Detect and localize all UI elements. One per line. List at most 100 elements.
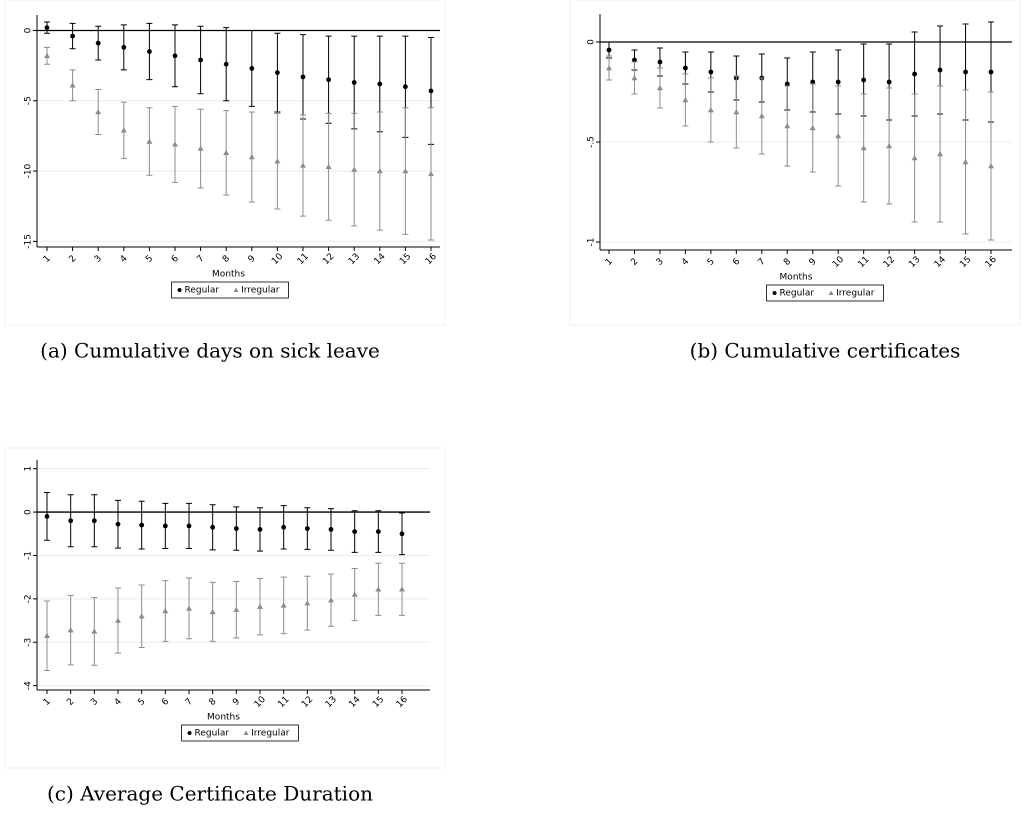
point xyxy=(810,79,816,85)
point xyxy=(988,69,994,75)
point xyxy=(657,59,663,65)
x-tick-label: 3 xyxy=(93,254,104,265)
point xyxy=(197,145,204,151)
legend-label: Irregular xyxy=(836,289,875,299)
point xyxy=(682,97,689,103)
point xyxy=(257,603,263,609)
x-tick-label: 6 xyxy=(170,254,181,265)
point xyxy=(375,586,382,592)
point xyxy=(758,113,765,119)
y-tick-label: -1 xyxy=(24,551,34,560)
legend-label: Irregular xyxy=(241,286,280,296)
x-tick-label: 5 xyxy=(136,697,147,708)
x-tick-label: 2 xyxy=(629,257,640,268)
point xyxy=(68,518,74,524)
point xyxy=(95,109,102,115)
legend: Regular Irregular xyxy=(181,724,299,742)
point xyxy=(399,531,405,537)
point xyxy=(402,168,409,174)
point xyxy=(44,632,50,638)
y-tick-label: -10 xyxy=(24,163,34,178)
point xyxy=(351,80,357,85)
x-tick-label: 6 xyxy=(731,257,742,268)
x-tick-label: 3 xyxy=(89,697,100,708)
point xyxy=(249,66,255,71)
y-tick-label: -5 xyxy=(24,96,34,105)
point xyxy=(233,526,239,531)
x-tick-label: 1 xyxy=(42,254,53,265)
x-tick-label: 8 xyxy=(221,254,232,265)
point xyxy=(708,69,714,75)
point xyxy=(115,521,121,527)
point xyxy=(606,47,612,53)
legend-marker xyxy=(772,291,777,295)
point xyxy=(186,523,192,529)
point xyxy=(162,523,168,529)
point xyxy=(304,600,311,606)
x-tick-label: 2 xyxy=(65,697,76,708)
x-tick-label: 7 xyxy=(184,697,195,708)
legend-box xyxy=(171,281,289,299)
legend-marker xyxy=(828,290,834,295)
point xyxy=(70,33,75,39)
y-tick-label: -4 xyxy=(24,681,34,690)
point xyxy=(257,527,263,532)
point xyxy=(233,606,240,612)
x-tick-label: 4 xyxy=(113,697,124,708)
x-tick-label: 8 xyxy=(207,697,218,708)
point xyxy=(351,166,358,172)
x-axis-label: Months xyxy=(212,270,245,280)
legend-marker xyxy=(243,730,249,735)
x-tick-label: 8 xyxy=(782,257,793,268)
point xyxy=(606,65,612,71)
point xyxy=(69,82,76,88)
point xyxy=(632,57,637,63)
point xyxy=(886,79,892,85)
point xyxy=(44,514,50,519)
point xyxy=(162,608,169,614)
point xyxy=(281,524,287,530)
caption: (b) Cumulative certificates xyxy=(690,339,961,363)
x-tick-label: 5 xyxy=(706,257,717,268)
point xyxy=(377,81,383,87)
x-tick-label: 9 xyxy=(247,254,258,265)
panel-background xyxy=(569,0,1021,326)
point xyxy=(147,49,152,54)
point xyxy=(115,617,121,623)
x-axis-label: Months xyxy=(780,273,813,283)
point xyxy=(120,127,127,133)
point xyxy=(911,155,918,161)
point xyxy=(326,77,331,83)
x-tick-label: 7 xyxy=(195,254,206,265)
point xyxy=(300,162,306,168)
y-tick-label: 1 xyxy=(24,466,34,472)
legend-label: Regular xyxy=(185,286,220,296)
point xyxy=(44,52,50,58)
x-tick-label: 3 xyxy=(655,257,666,268)
point xyxy=(375,529,381,535)
point xyxy=(376,168,383,174)
point xyxy=(963,69,968,75)
point xyxy=(886,143,893,149)
point xyxy=(186,605,192,611)
point xyxy=(809,125,816,131)
point xyxy=(325,163,332,170)
point xyxy=(683,65,688,71)
caption: (a) Cumulative days on sick leave xyxy=(40,339,380,363)
point xyxy=(95,40,101,46)
point xyxy=(67,627,74,633)
point xyxy=(937,151,944,157)
point xyxy=(91,628,98,634)
point xyxy=(223,61,229,67)
x-tick-label: 9 xyxy=(808,257,819,268)
point xyxy=(988,163,994,169)
legend-marker xyxy=(233,287,239,292)
point xyxy=(784,81,790,87)
point xyxy=(280,602,287,608)
point xyxy=(44,25,50,31)
point xyxy=(300,74,306,80)
point xyxy=(91,518,97,524)
point xyxy=(139,522,145,528)
y-tick-label: 0 xyxy=(24,509,34,515)
